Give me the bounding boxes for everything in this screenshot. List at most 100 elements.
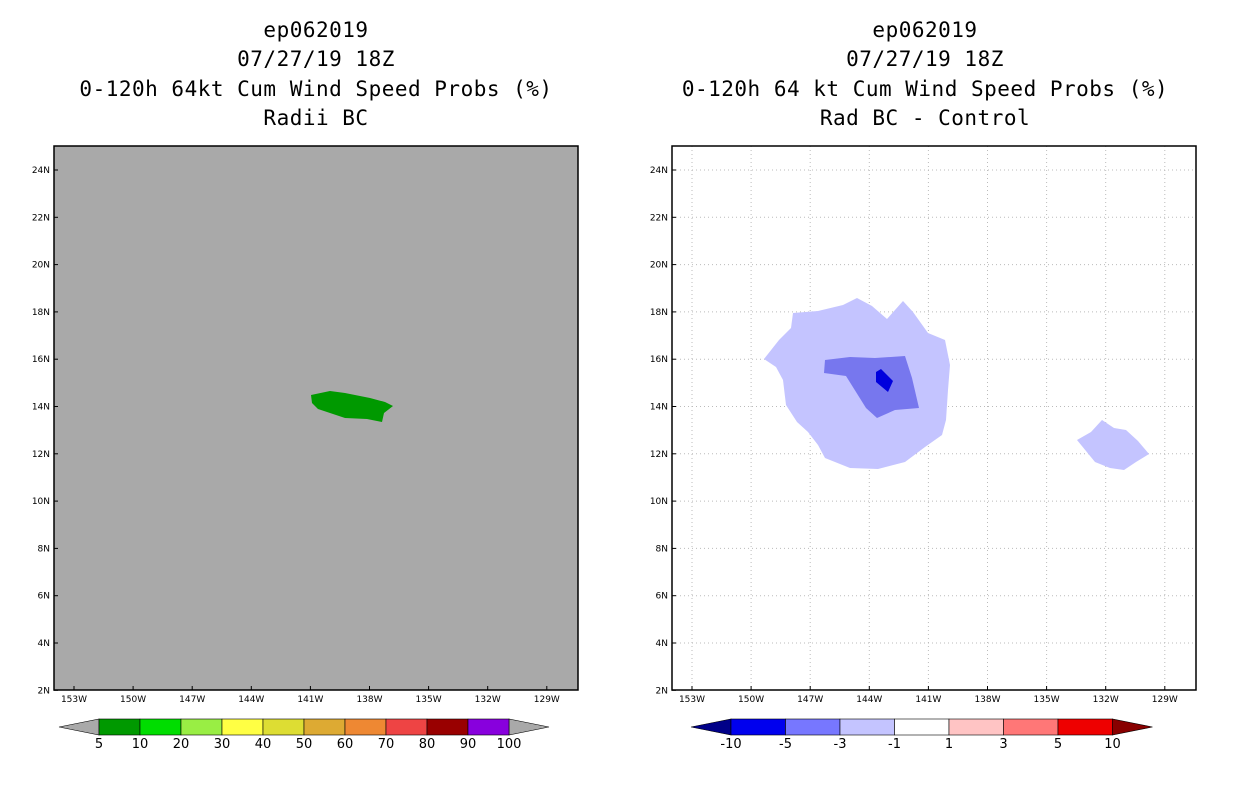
right-colorbar-under — [690, 718, 732, 736]
left-title: ep062019 07/27/19 18Z 0-120h 64kt Cum Wi… — [54, 16, 578, 133]
left-colorbar-box — [303, 718, 346, 736]
right-x-tick-label: 138W — [974, 695, 1000, 705]
left-colorbar-box — [139, 718, 182, 736]
right-y-tick-label: 18N — [650, 308, 668, 318]
right-colorbar-label: -5 — [779, 737, 792, 752]
left-colorbar-label: 80 — [419, 737, 436, 752]
right-plot-frame — [671, 145, 1197, 691]
left-x-tick-label: 150W — [120, 695, 146, 705]
left-y-tick-label: 12N — [32, 450, 50, 460]
right-y-tick-label: 14N — [650, 403, 668, 413]
right-colorbar-box — [785, 718, 841, 736]
right-colorbar-over — [1112, 718, 1153, 736]
right-x-tick-label: 129W — [1152, 695, 1178, 705]
left-colorbar-box — [467, 718, 510, 736]
left-plot-area — [54, 146, 578, 690]
right-map — [671, 145, 1197, 691]
right-diff-area-dark — [876, 369, 893, 392]
left-colorbar-label: 90 — [460, 737, 477, 752]
left-x-tick-label: 144W — [238, 695, 264, 705]
left-x-tick-label: 147W — [179, 695, 205, 705]
right-y-tick-label: 22N — [650, 213, 668, 223]
right-colorbar-label: 5 — [1054, 737, 1062, 752]
right-colorbar-label: 10 — [1104, 737, 1121, 752]
left-colorbar-label: 5 — [95, 737, 103, 752]
left-colorbar-label: 10 — [132, 737, 149, 752]
left-colorbar-label: 60 — [337, 737, 354, 752]
left-y-tick-label: 10N — [32, 497, 50, 507]
left-title-line1: ep062019 — [263, 18, 369, 42]
left-y-tick-label: 24N — [32, 166, 50, 176]
right-title: ep062019 07/27/19 18Z 0-120h 64 kt Cum W… — [654, 16, 1196, 133]
right-diff-area-medium — [824, 356, 919, 418]
left-plot-frame — [53, 145, 579, 691]
left-x-tick-label: 129W — [534, 695, 560, 705]
left-colorbar-box — [262, 718, 305, 736]
right-colorbar-label: 1 — [945, 737, 953, 752]
left-colorbar-label: 50 — [296, 737, 313, 752]
right-x-tick-label: 153W — [679, 695, 705, 705]
right-x-tick-label: 150W — [738, 695, 764, 705]
right-diff-area-light-east — [1077, 420, 1149, 470]
right-y-tick-label: 24N — [650, 166, 668, 176]
left-title-line3: 0-120h 64kt Cum Wind Speed Probs (%) — [79, 77, 553, 101]
right-y-tick-label: 6N — [656, 592, 668, 602]
right-colorbar-box — [894, 718, 950, 736]
right-y-tick-label: 2N — [656, 686, 668, 696]
right-colorbar — [690, 718, 1153, 736]
left-colorbar-over — [508, 718, 550, 736]
right-colorbar-label: -3 — [834, 737, 847, 752]
left-colorbar-label: 30 — [214, 737, 231, 752]
left-probability-area — [311, 391, 393, 422]
left-y-tick-label: 14N — [32, 403, 50, 413]
left-colorbar-box — [426, 718, 469, 736]
right-x-tick-label: 147W — [797, 695, 823, 705]
right-colorbar-label: -10 — [720, 737, 741, 752]
right-y-tick-label: 10N — [650, 497, 668, 507]
right-title-line3: 0-120h 64 kt Cum Wind Speed Probs (%) — [681, 77, 1169, 101]
left-y-tick-label: 6N — [38, 592, 50, 602]
right-x-tick-label: 141W — [915, 695, 941, 705]
left-y-tick-label: 22N — [32, 213, 50, 223]
left-map — [53, 145, 579, 691]
left-x-tick-label: 138W — [356, 695, 382, 705]
left-y-tick-label: 2N — [38, 686, 50, 696]
left-x-tick-label: 141W — [297, 695, 323, 705]
left-colorbar-label: 70 — [378, 737, 395, 752]
left-colorbar — [58, 718, 550, 736]
right-colorbar-label: -1 — [888, 737, 901, 752]
right-colorbar-box — [839, 718, 895, 736]
left-y-tick-label: 18N — [32, 308, 50, 318]
left-colorbar-under — [58, 718, 100, 736]
right-colorbar-box — [730, 718, 786, 736]
left-x-tick-label: 135W — [416, 695, 442, 705]
left-colorbar-label: 100 — [497, 737, 522, 752]
left-colorbar-label: 40 — [255, 737, 272, 752]
left-x-tick-label: 153W — [61, 695, 87, 705]
right-title-line1: ep062019 — [872, 18, 978, 42]
right-x-tick-label: 144W — [856, 695, 882, 705]
left-title-line4: Radii BC — [263, 106, 369, 130]
right-y-tick-label: 4N — [656, 639, 668, 649]
left-y-tick-label: 20N — [32, 261, 50, 271]
left-x-tick-label: 132W — [475, 695, 501, 705]
right-colorbar-box — [1003, 718, 1059, 736]
left-colorbar-box — [344, 718, 387, 736]
right-y-tick-label: 16N — [650, 355, 668, 365]
left-colorbar-box — [221, 718, 264, 736]
left-title-line2: 07/27/19 18Z — [237, 47, 395, 71]
left-colorbar-box — [385, 718, 428, 736]
left-colorbar-box — [180, 718, 223, 736]
right-y-tick-label: 8N — [656, 544, 668, 554]
left-colorbar-label: 20 — [173, 737, 190, 752]
left-colorbar-box — [98, 718, 141, 736]
right-colorbar-label: 3 — [999, 737, 1007, 752]
right-colorbar-box — [948, 718, 1004, 736]
right-colorbar-box — [1057, 718, 1113, 736]
right-x-tick-label: 135W — [1034, 695, 1060, 705]
right-y-tick-label: 20N — [650, 261, 668, 271]
right-y-tick-label: 12N — [650, 450, 668, 460]
left-y-tick-label: 4N — [38, 639, 50, 649]
right-x-tick-label: 132W — [1093, 695, 1119, 705]
